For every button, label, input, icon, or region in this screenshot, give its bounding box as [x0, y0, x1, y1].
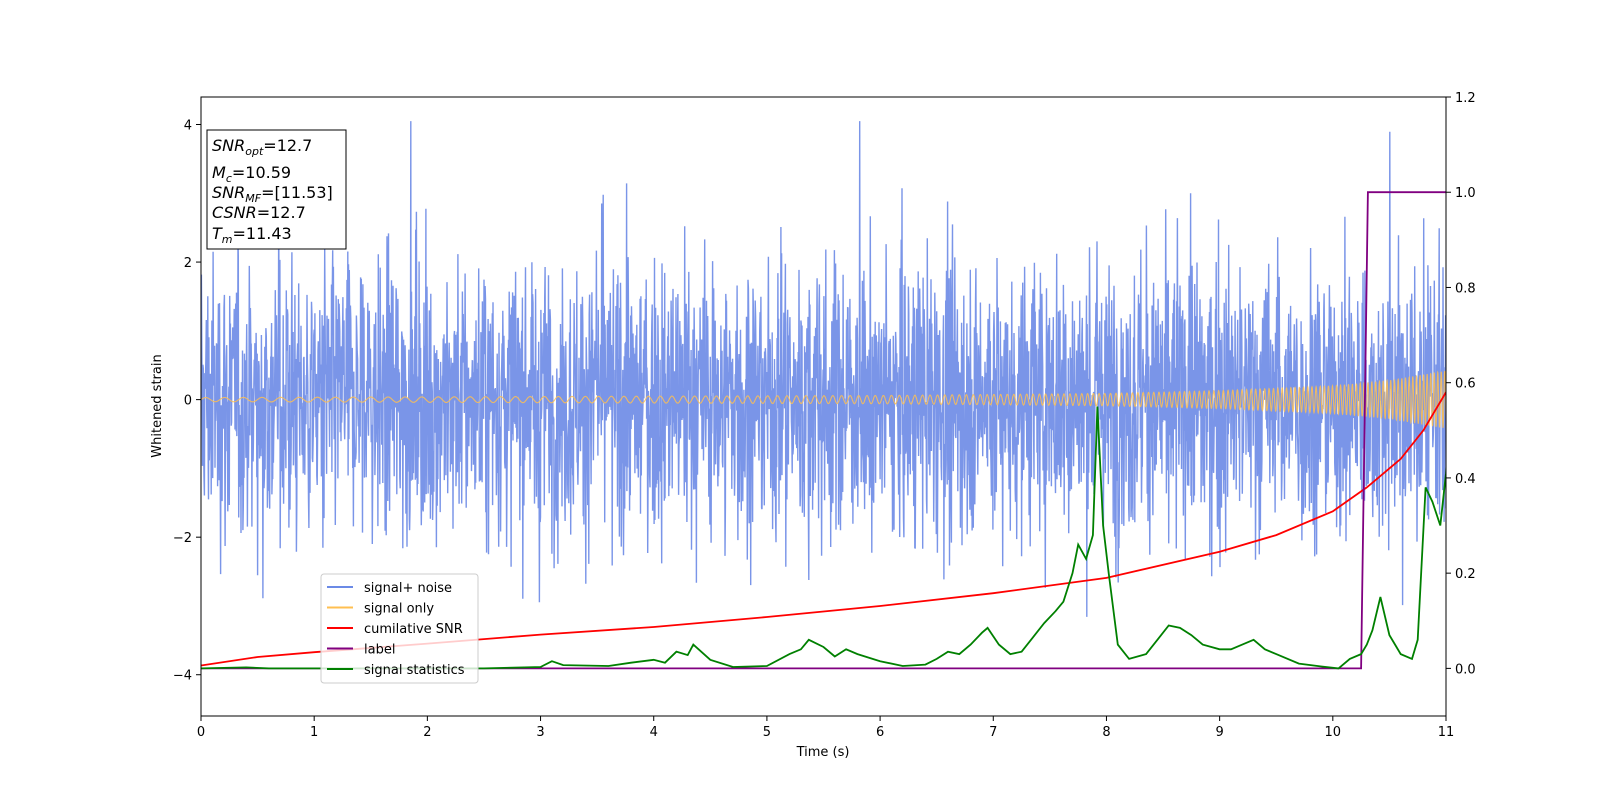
x-tick-label: 4: [650, 725, 658, 740]
y2-tick-label: 1.2: [1455, 91, 1476, 106]
x-axis-label: Time (s): [796, 745, 850, 760]
annotation-csnr: CSNR=12.7: [212, 203, 306, 222]
legend-label: cumilative SNR: [364, 622, 463, 637]
legend: signal+ noise signal only cumilative SNR la…: [320, 573, 479, 684]
annotation-box: SNRopt=12.7 Mc=10.59 SNRMF=[11.53] CSNR=…: [206, 129, 347, 250]
x-tick-label: 3: [536, 725, 544, 740]
y-tick-label: 4: [184, 119, 192, 134]
y-tick-label: 2: [184, 256, 192, 271]
y2-tick-label: 0.0: [1455, 662, 1476, 677]
x-tick-label: 7: [989, 725, 997, 740]
legend-label: signal statistics: [364, 663, 465, 678]
annotation-tm: Tm=11.43: [212, 224, 292, 246]
annotation-snr-opt: SNRopt=12.7: [212, 136, 312, 158]
series-signal-statistics: [201, 406, 1446, 670]
x-tick-label: 1: [310, 725, 318, 740]
x-tick-label: 0: [197, 725, 205, 740]
y2-tick-label: 1.0: [1455, 186, 1476, 201]
y2-tick-label: 0.6: [1455, 377, 1476, 392]
y-tick-label: 0: [184, 394, 192, 409]
legend-label: signal only: [364, 602, 434, 617]
x-tick-label: 11: [1438, 725, 1455, 740]
x-tick-label: 10: [1325, 725, 1342, 740]
legend-label: signal+ noise: [364, 581, 452, 596]
x-tick-label: 8: [1102, 725, 1110, 740]
y2-tick-label: 0.4: [1455, 472, 1476, 487]
x-tick-label: 5: [763, 725, 771, 740]
legend-label: label: [364, 643, 395, 658]
series-signal-noise: [201, 121, 1446, 617]
x-tick-label: 2: [423, 725, 431, 740]
x-tick-label: 6: [876, 725, 884, 740]
y2-tick-label: 0.8: [1455, 281, 1476, 296]
y-axis-label: Whitened strain: [150, 354, 165, 457]
y2-tick-label: 0.2: [1455, 567, 1476, 582]
series-signal-only: [201, 370, 1446, 428]
y-tick-label: −4: [173, 669, 192, 684]
y-tick-label: −2: [173, 531, 192, 546]
annotation-mc: Mc=10.59: [212, 163, 291, 185]
series-label: [201, 191, 1446, 670]
x-tick-label: 9: [1215, 725, 1223, 740]
plot-frame: [200, 96, 1447, 717]
annotation-snr-mf: SNRMF=[11.53]: [212, 183, 333, 205]
